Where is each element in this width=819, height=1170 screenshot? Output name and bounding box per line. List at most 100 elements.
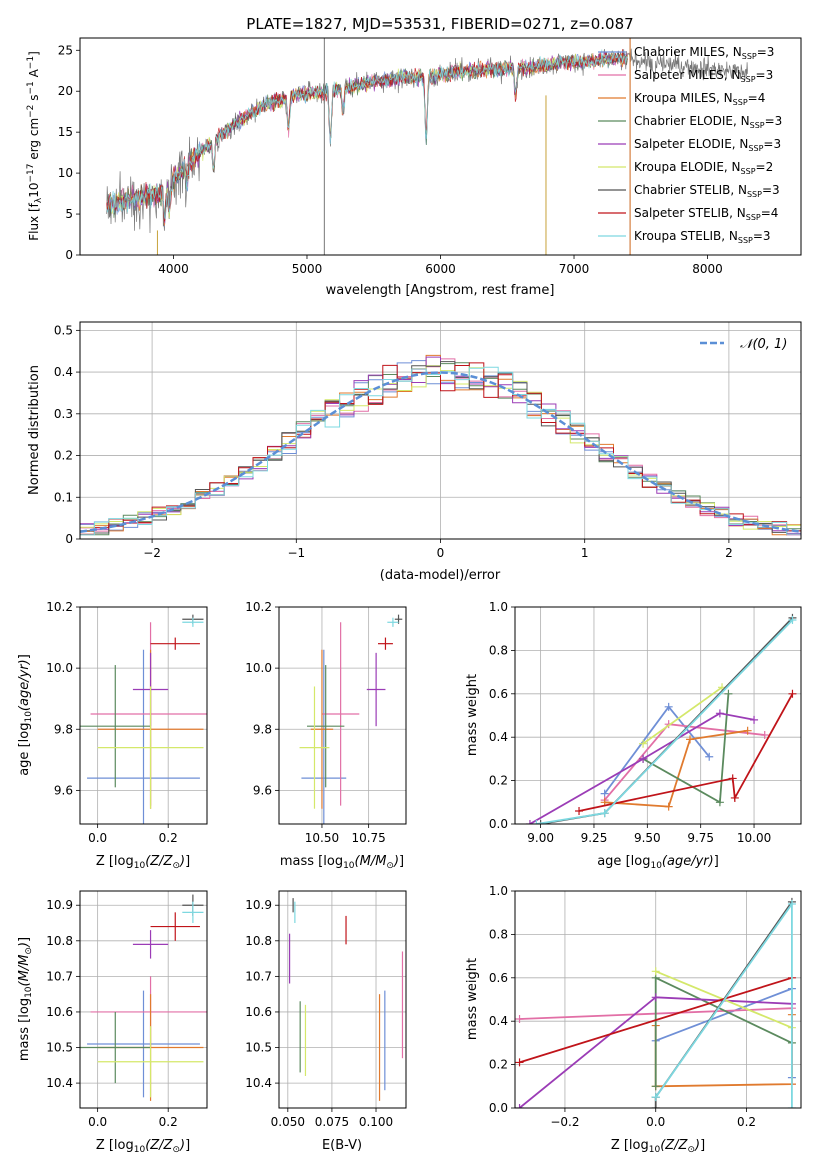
mass-vs-metallicity-frame (79, 890, 208, 1109)
legend-entry: Salpeter MILES, NSSP=3 (634, 68, 773, 84)
weight-marker (715, 798, 724, 807)
residual-histogram (80, 362, 801, 535)
weight-marker (760, 731, 769, 740)
residual-y-tick-label: 0.1 (54, 490, 73, 504)
residual-x-tick-label: −2 (143, 546, 161, 560)
weight-vs-metallicity-x-tick-label: 0.2 (737, 1115, 756, 1129)
spectrum-axes: 4000 5000 6000 7000 8000 0 5 10 15 20 25 (58, 43, 723, 276)
residual-y-tick-label: 0.4 (54, 365, 73, 379)
mass-vs-metallicity-y-tick-label: 10.5 (46, 1041, 73, 1055)
age-vs-mass-axes: 10.50 10.75 9.6 9.8 10.0 10.2 (245, 600, 406, 845)
weight-marker (536, 820, 545, 824)
errorbar-point (387, 617, 399, 627)
weight-vs-age-frame (514, 606, 802, 825)
weight-marker (639, 739, 648, 748)
legend-entry: Kroupa STELIB, NSSP=3 (634, 229, 771, 245)
weight-vs-metallicity-xlabel: Z [log10(Z/Z⊙)] (611, 1138, 705, 1155)
weight-marker (787, 1104, 796, 1108)
weight-vs-age-plot-area: 9.00 9.25 9.50 9.75 10.00 0.0 0.2 0.4 0.6 0.8 1.0 (489, 600, 801, 845)
weight-vs-metallicity-y-tick-label: 0.8 (489, 927, 508, 941)
errorbar-point (182, 617, 204, 627)
weight-marker (705, 752, 714, 761)
age-vs-mass-y-tick-label: 10.2 (245, 600, 272, 614)
legend-entry: Chabrier MILES, NSSP=3 (634, 45, 774, 61)
mass-vs-metallicity-ylabel: mass [log10(M/M⊙)] (17, 937, 34, 1061)
weight-vs-age-y-tick-label: 0.6 (489, 687, 508, 701)
residual-histogram (80, 361, 801, 534)
weight-vs-age-x-tick-label: 10.00 (737, 831, 771, 845)
errorbar-point (80, 665, 151, 788)
residual-y-tick-label: 0 (65, 532, 73, 546)
mass-vs-metallicity-y-tick-label: 10.4 (46, 1076, 73, 1090)
residual-axes: −2 −1 0 1 2 0 0.1 0.2 0.3 0.4 0.5 (54, 322, 801, 560)
legend-entry: Salpeter ELODIE, NSSP=3 (634, 137, 781, 153)
weight-marker (664, 802, 673, 811)
mass-vs-extinction-x-tick-label: 0.050 (271, 1115, 305, 1129)
mass-vs-metallicity-y-tick-label: 10.8 (46, 934, 73, 948)
spectrum-y-tick-label: 5 (65, 207, 73, 221)
weight-line (578, 693, 794, 812)
weight-vs-metallicity-x-tick-label: −0.2 (550, 1115, 579, 1129)
age-vs-metallicity-ylabel: age [log10(age/yr)] (17, 654, 34, 776)
figure-title: PLATE=1827, MJD=53531, FIBERID=0271, z=0… (246, 15, 633, 33)
weight-marker (532, 820, 541, 824)
weight-line (654, 1014, 793, 1088)
weight-vs-metallicity-plot-area: −0.2 0.0 0.2 0.0 0.2 0.4 0.6 0.8 1.0 (489, 884, 801, 1129)
age-vs-mass-plot-area: 10.50 10.75 9.6 9.8 10.0 10.2 (245, 600, 406, 845)
weight-line (529, 712, 755, 824)
errorbar-point (366, 652, 386, 727)
spectrum-y-tick-label: 0 (65, 248, 73, 262)
weight-marker (651, 993, 660, 1002)
weight-vs-age-x-tick-label: 9.75 (687, 831, 714, 845)
weight-marker (515, 1104, 524, 1108)
weight-marker (787, 900, 796, 909)
mass-vs-extinction-xlabel: E(B-V) (322, 1138, 362, 1153)
age-vs-metallicity-xlabel: Z [log10(Z/Z⊙)] (96, 854, 190, 871)
weight-line (642, 686, 723, 745)
mass-vs-metallicity-x-tick-label: 0.0 (88, 1115, 107, 1129)
weight-marker (788, 689, 797, 698)
errorbar-point (87, 990, 200, 1098)
weight-vs-metallicity-y-tick-label: 1.0 (489, 884, 508, 898)
mass-vs-extinction-frame (278, 890, 407, 1109)
weight-vs-age-panel: 9.00 9.25 9.50 9.75 10.000.00.20.40.60.81.0 … (465, 600, 802, 871)
residual-xlabel: (data-model)/error (380, 568, 501, 583)
age-vs-mass-panel: 10.50 10.75 9.6 9.8 10.0 10.2 mass [log10(M/M… (245, 600, 407, 871)
weight-vs-age-y-tick-label: 0.4 (489, 730, 508, 744)
age-vs-metallicity-x-tick-label: 0.0 (88, 831, 107, 845)
mass-vs-extinction-panel: 0.050 0.075 0.10010.410.510.610.710.810.9 … (245, 890, 407, 1153)
spectrum-xlabel: wavelength [Angstrom, rest frame] (326, 283, 555, 298)
residual-x-tick-label: 1 (581, 546, 589, 560)
normal-legend-label: 𝒩(0, 1) (740, 337, 787, 352)
weight-marker (724, 689, 733, 698)
mass-vs-extinction-y-tick-label: 10.8 (245, 934, 272, 948)
spectrum-y-tick-label: 10 (58, 166, 73, 180)
weight-vs-metallicity-y-tick-label: 0.0 (489, 1101, 508, 1115)
weight-vs-age-xlabel: age [log10(age/yr)] (597, 854, 719, 871)
residual-y-tick-label: 0.2 (54, 449, 73, 463)
errorbar-point (299, 686, 330, 809)
errorbar-point (80, 1011, 151, 1084)
age-vs-mass-y-tick-label: 9.6 (253, 783, 272, 797)
age-vs-metallicity-y-tick-label: 9.8 (54, 722, 73, 736)
spectrum-x-tick-label: 4000 (158, 262, 189, 276)
weight-line (519, 976, 793, 1064)
legend-entry: Kroupa MILES, NSSP=4 (634, 91, 765, 107)
mass-vs-extinction-axes: 0.050 0.075 0.100 10.4 10.5 10.6 10.7 10.8 10.9 (245, 891, 406, 1129)
weight-vs-age-y-tick-label: 0.2 (489, 774, 508, 788)
age-vs-mass-frame (278, 606, 407, 825)
weight-marker (788, 616, 797, 625)
weight-marker (750, 715, 759, 724)
weight-vs-metallicity-x-tick-label: 0.0 (646, 1115, 665, 1129)
legend-entry: Chabrier STELIB, NSSP=3 (634, 183, 780, 199)
errorbar-point (301, 649, 347, 824)
weight-marker (730, 793, 739, 802)
mass-vs-extinction-plot-area: 0.050 0.075 0.100 10.4 10.5 10.6 10.7 10.8 10.9 (245, 891, 406, 1129)
age-vs-mass-y-tick-label: 10.0 (245, 661, 272, 675)
mass-vs-extinction-y-tick-label: 10.5 (245, 1041, 272, 1055)
weight-marker (651, 1093, 660, 1102)
weight-marker (515, 1015, 524, 1024)
residual-legend: 𝒩(0, 1) (700, 337, 787, 352)
spectrum-x-tick-label: 5000 (292, 262, 323, 276)
weight-vs-metallicity-y-tick-label: 0.6 (489, 971, 508, 985)
